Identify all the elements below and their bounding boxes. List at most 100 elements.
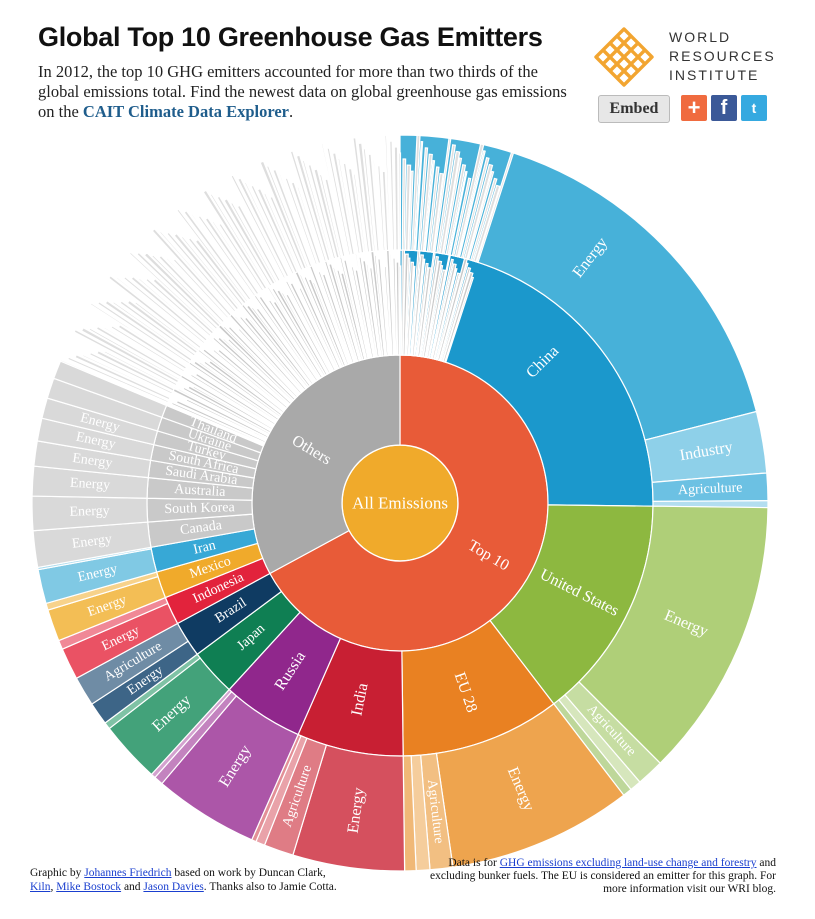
sector-arc-minor-92[interactable] — [389, 140, 396, 251]
sector-arc-minor-52[interactable] — [223, 197, 276, 286]
cait-link[interactable]: CAIT Climate Data Explorer — [82, 102, 290, 121]
sector-arc-minor-41[interactable] — [194, 238, 247, 305]
sector-arc-minor-74[interactable] — [313, 168, 340, 259]
country-arc-minor-42[interactable] — [250, 306, 312, 387]
credit-link-friedrich[interactable]: Johannes Friedrich — [84, 867, 172, 879]
sector-arc-minor-10[interactable] — [95, 325, 183, 379]
credit-link-bostock[interactable]: Mike Bostock — [56, 881, 122, 893]
country-arc-minor-86[interactable] — [373, 254, 387, 357]
sector-arc-minor-36[interactable] — [158, 230, 234, 315]
sector-arc-minor-70[interactable] — [289, 150, 327, 263]
country-arc-minor-61[interactable] — [298, 273, 342, 369]
country-arc-minor-33[interactable] — [232, 327, 299, 397]
sector-arc-minor-100[interactable] — [417, 147, 429, 252]
sector-arc-minor-30[interactable] — [143, 251, 221, 328]
sector-arc-minor-85[interactable] — [357, 142, 374, 253]
country-arc-minor-48[interactable] — [267, 299, 322, 380]
sector-arc-minor-27[interactable] — [152, 277, 215, 335]
sector-arc-minor-20[interactable] — [133, 301, 200, 352]
sector-arc-minor-15[interactable] — [96, 300, 191, 365]
country-arc-minor-88[interactable] — [380, 262, 390, 357]
sector-arc-minor-107[interactable] — [439, 150, 461, 255]
sector-arc-minor-3[interactable] — [81, 353, 172, 398]
sector-arc-minor-117[interactable] — [469, 177, 498, 262]
sector-arc-minor-86[interactable] — [362, 148, 376, 253]
country-arc-minor-59[interactable] — [298, 286, 339, 370]
sector-arc-minor-115[interactable] — [463, 163, 494, 260]
country-arc-minor-3[interactable] — [180, 399, 267, 442]
country-arc-minor-22[interactable] — [207, 349, 286, 412]
sector-arc-minor-89[interactable] — [377, 164, 386, 252]
sector-arc-minor-67[interactable] — [284, 177, 318, 266]
country-arc-minor-97[interactable] — [404, 257, 411, 356]
country-arc-minor-26[interactable] — [211, 336, 291, 407]
sector-arc-minor-66[interactable] — [278, 173, 315, 267]
sector-arc-minor-9[interactable] — [88, 327, 181, 381]
sector-arc-minor-62[interactable] — [269, 195, 304, 271]
sector-arc-minor-26[interactable] — [145, 277, 212, 338]
sector-arc-minor-75[interactable] — [318, 173, 342, 258]
country-arc-minor-67[interactable] — [317, 270, 353, 365]
country-arc-minor-69[interactable] — [325, 276, 356, 364]
sector-arc-minor-64[interactable] — [265, 164, 309, 269]
sector-arc-minor-96[interactable] — [404, 164, 412, 251]
sector-arc-minor-65[interactable] — [272, 168, 313, 268]
sector-arc-minor-81[interactable] — [342, 162, 361, 255]
country-arc-minor-1[interactable] — [170, 401, 266, 446]
sector-arc-minor-34[interactable] — [172, 258, 230, 319]
sector-arc-minor-11[interactable] — [102, 326, 184, 376]
note-link[interactable]: GHG emissions excluding land-use change … — [499, 857, 757, 869]
sector-arc-minor-56[interactable] — [230, 174, 287, 280]
sector-arc-minor-102[interactable] — [423, 159, 436, 252]
sector-arc-minor-59[interactable] — [250, 184, 295, 275]
sector-arc-minor-47[interactable] — [211, 220, 262, 294]
sector-arc-minor-90[interactable] — [381, 170, 390, 251]
country-arc-minor-58[interactable] — [293, 284, 337, 371]
country-arc-minor-72[interactable] — [332, 266, 361, 362]
country-arc-minor-36[interactable] — [233, 315, 304, 394]
country-arc-minor-89[interactable] — [383, 265, 392, 356]
sector-arc-minor-119[interactable] — [475, 151, 515, 264]
sector-arc-minor-114[interactable] — [460, 156, 490, 259]
facebook-share-button[interactable]: f — [711, 95, 737, 121]
sector-arc-minor-72[interactable] — [301, 159, 333, 261]
sector-arc-minor-21[interactable] — [107, 274, 202, 350]
sector-arc-minor-8[interactable] — [80, 326, 180, 384]
sector-arc-minor-113[interactable] — [457, 150, 486, 258]
sector-arc-minor-101[interactable] — [420, 153, 433, 252]
sector-arc-minor-110[interactable] — [448, 170, 468, 256]
country-arc-minor-103[interactable] — [415, 262, 429, 357]
country-arc-minor-34[interactable] — [237, 327, 301, 396]
sector-arc-minor-35[interactable] — [151, 227, 233, 317]
country-arc-minor-99[interactable] — [408, 265, 416, 356]
sector-arc-minor-53[interactable] — [229, 201, 278, 284]
sector-arc-minor-46[interactable] — [204, 216, 260, 296]
share-plus-button[interactable]: + — [681, 95, 707, 121]
sector-arc-minor-48[interactable] — [218, 222, 265, 292]
sector-arc-minor-0[interactable] — [59, 359, 168, 407]
country-arc-minor-14[interactable] — [199, 373, 277, 424]
sector-arc-minor-76[interactable] — [324, 178, 346, 258]
sector-arc-minor-116[interactable] — [466, 170, 495, 261]
sector-arc-minor-31[interactable] — [150, 254, 223, 326]
sector-arc-minor-112[interactable] — [454, 143, 485, 258]
sector-arc-minor-5[interactable] — [96, 349, 175, 392]
sector-arc-minor-14[interactable] — [89, 302, 189, 368]
country-arc-minor-37[interactable] — [238, 315, 305, 392]
country-arc-minor-28[interactable] — [221, 337, 293, 404]
sector-arc-minor-95[interactable] — [401, 158, 407, 251]
country-arc-minor-56[interactable] — [284, 280, 334, 373]
sector-arc-minor-83[interactable] — [352, 173, 367, 254]
country-arc-minor-47[interactable] — [263, 297, 320, 381]
sector-arc-minor-4[interactable] — [88, 351, 174, 395]
credit-link-kiln[interactable]: Kiln — [30, 881, 51, 893]
country-arc-minor-116[interactable] — [438, 262, 469, 362]
country-arc-minor-31[interactable] — [222, 325, 297, 400]
sector-arc-minor-50[interactable] — [209, 192, 270, 289]
sector-arc-minor-17[interactable] — [111, 300, 194, 360]
sector-arc-minor-24[interactable] — [130, 275, 208, 342]
country-arc-minor-81[interactable] — [358, 256, 378, 358]
sector-arc-minor-37[interactable] — [166, 231, 237, 313]
sector-arc-minor-103[interactable] — [426, 166, 440, 253]
sector-arc-minor-39[interactable] — [180, 235, 241, 309]
